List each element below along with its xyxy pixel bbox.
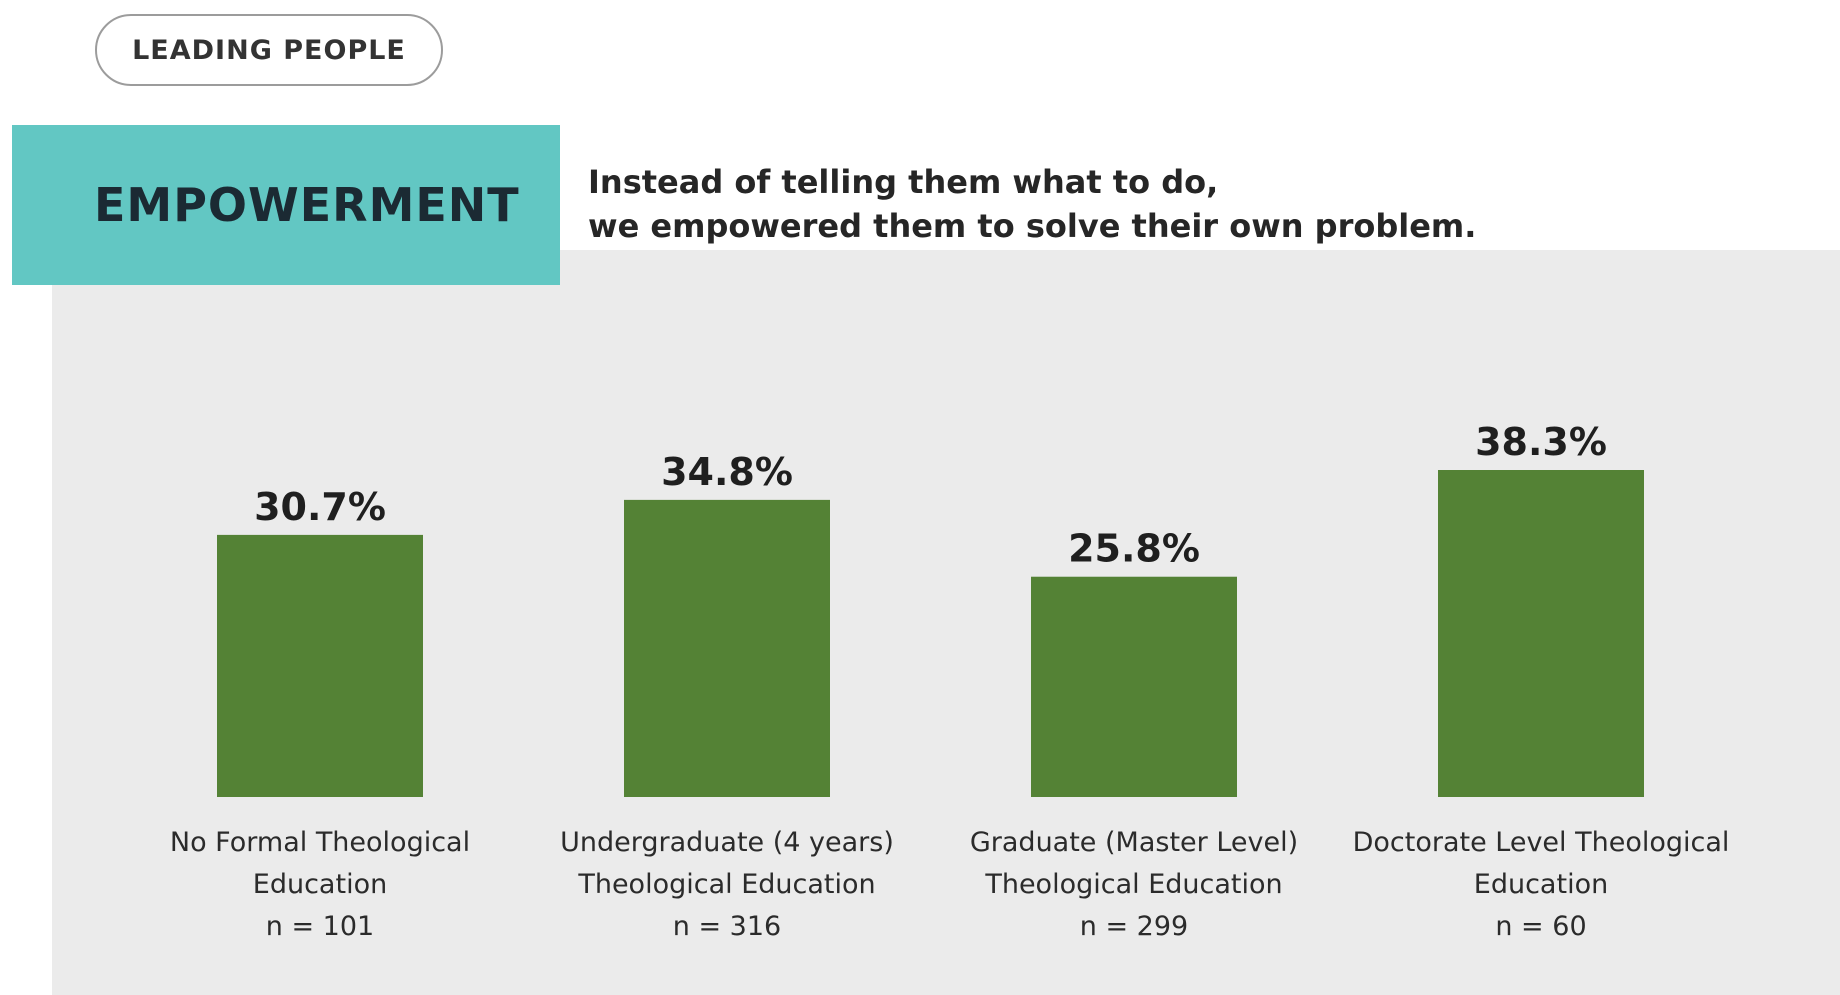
bar-value-label-3: 25.8% bbox=[1068, 527, 1200, 571]
category-label-2-line-1: Undergraduate (4 years) bbox=[560, 827, 894, 858]
bar-4 bbox=[1438, 470, 1644, 797]
category-label-3-line-2: Theological Education bbox=[984, 869, 1282, 900]
section-pill: LEADING PEOPLE bbox=[95, 14, 443, 86]
category-label-1-line-1: No Formal Theological bbox=[170, 827, 470, 858]
category-label-4-line-1: Doctorate Level Theological bbox=[1353, 827, 1730, 858]
bar-value-label-1: 30.7% bbox=[254, 485, 386, 529]
bar-3 bbox=[1031, 576, 1237, 797]
empowerment-banner: EMPOWERMENT bbox=[12, 125, 560, 285]
tagline-line-1: Instead of telling them what to do, bbox=[588, 163, 1219, 201]
category-label-2-line-2: Theological Education bbox=[577, 869, 875, 900]
bar-value-label-2: 34.8% bbox=[661, 450, 793, 494]
category-label-3-line-1: Graduate (Master Level) bbox=[970, 827, 1298, 858]
banner-title: EMPOWERMENT bbox=[94, 178, 520, 232]
tagline-line-2: we empowered them to solve their own pro… bbox=[588, 207, 1477, 245]
category-label-3-line-3: n = 299 bbox=[1080, 911, 1188, 942]
tagline: Instead of telling them what to do, we e… bbox=[588, 160, 1476, 248]
category-label-4-line-2: Education bbox=[1474, 869, 1608, 900]
section-pill-label: LEADING PEOPLE bbox=[132, 34, 406, 66]
bar-value-label-4: 38.3% bbox=[1475, 420, 1607, 464]
category-label-2-line-3: n = 316 bbox=[673, 911, 781, 942]
category-label-1-line-2: Education bbox=[253, 869, 387, 900]
bar-2 bbox=[624, 499, 830, 797]
category-label-4-line-3: n = 60 bbox=[1495, 911, 1586, 942]
category-label-1-line-3: n = 101 bbox=[266, 911, 374, 942]
bar-1 bbox=[217, 534, 423, 797]
